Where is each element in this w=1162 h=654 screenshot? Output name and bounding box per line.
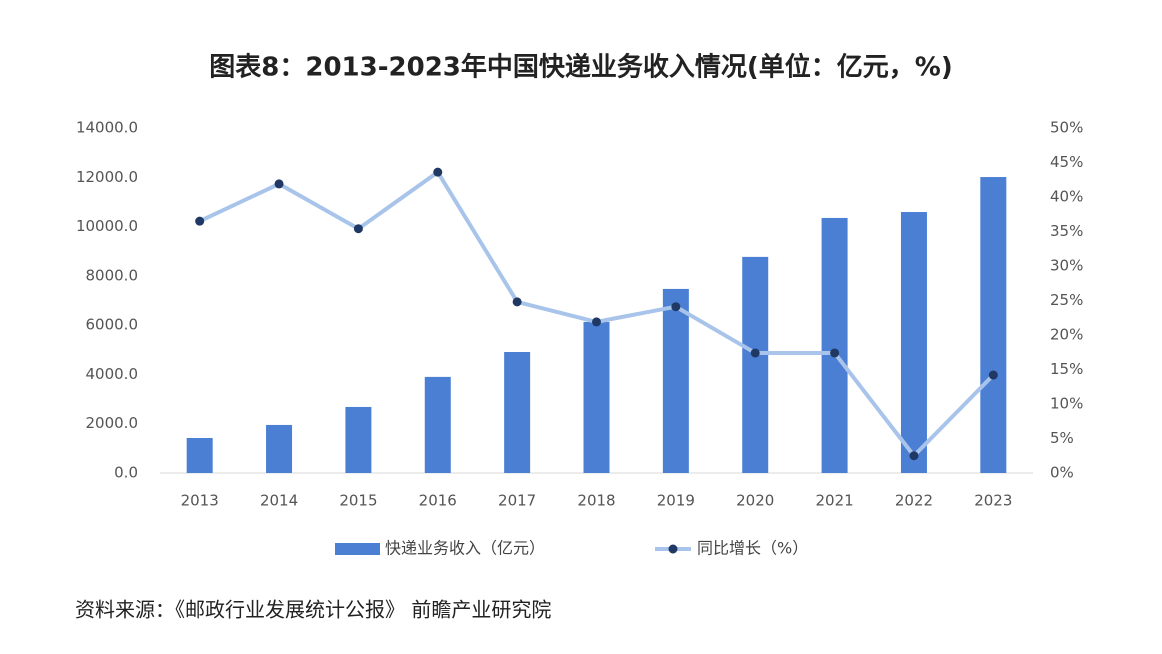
y2-tick-label: 15% (1050, 360, 1083, 378)
bar (742, 256, 769, 473)
x-tick-label: 2022 (895, 492, 933, 510)
bar (186, 438, 213, 473)
line-marker (671, 302, 681, 312)
y2-tick-label: 20% (1050, 326, 1083, 344)
x-tick-label: 2015 (339, 492, 377, 510)
x-tick-label: 2020 (736, 492, 774, 510)
line-marker (353, 224, 363, 234)
bar (266, 424, 293, 473)
y-tick-label: 0.0 (114, 464, 138, 482)
line-marker (592, 317, 601, 327)
source-note: 资料来源：《邮政行业发展统计公报》 前瞻产业研究院 (75, 598, 551, 622)
y2-tick-label: 0% (1050, 464, 1074, 482)
x-tick-label: 2013 (181, 492, 219, 510)
y2-tick-label: 25% (1050, 291, 1083, 309)
x-tick-label: 2019 (657, 492, 695, 510)
legend-label: 同比增长（%） (697, 539, 808, 558)
line-marker (433, 167, 443, 177)
line-marker (750, 348, 760, 358)
line-marker (830, 348, 840, 358)
y2-tick-label: 40% (1050, 188, 1083, 206)
legend-swatch (335, 543, 380, 555)
x-tick-label: 2018 (577, 492, 615, 510)
y2-tick-label: 5% (1050, 429, 1074, 447)
y-tick-label: 10000.0 (76, 217, 138, 235)
y2-tick-label: 50% (1050, 119, 1083, 137)
y-tick-label: 8000.0 (86, 266, 139, 284)
line-marker (195, 216, 205, 226)
legend-label: 快递业务收入（亿元） (385, 539, 545, 558)
bar (424, 376, 451, 473)
x-tick-label: 2016 (419, 492, 457, 510)
y2-tick-label: 10% (1050, 395, 1083, 413)
x-tick-label: 2021 (815, 492, 853, 510)
bar (900, 212, 927, 473)
bar (821, 217, 848, 473)
y2-tick-label: 35% (1050, 222, 1083, 240)
y2-tick-label: 45% (1050, 153, 1083, 171)
y-tick-label: 4000.0 (86, 365, 139, 383)
bar (345, 406, 372, 473)
x-tick-label: 2014 (260, 492, 298, 510)
line-marker (512, 297, 522, 307)
line-marker (274, 179, 284, 189)
y-tick-label: 12000.0 (76, 168, 138, 186)
bar (583, 321, 610, 473)
y-tick-label: 14000.0 (76, 119, 138, 137)
y-tick-label: 6000.0 (86, 316, 139, 334)
y-tick-label: 2000.0 (86, 414, 139, 432)
x-tick-label: 2023 (974, 492, 1012, 510)
x-tick-label: 2017 (498, 492, 536, 510)
bar (662, 288, 689, 473)
bar (504, 352, 531, 473)
line-marker (909, 451, 919, 461)
chart-title: 图表8：2013-2023年中国快递业务收入情况(单位：亿元，%) (209, 52, 952, 83)
line-marker (988, 370, 998, 380)
legend-marker (668, 544, 678, 554)
bar (980, 177, 1007, 473)
y2-tick-label: 30% (1050, 257, 1083, 275)
